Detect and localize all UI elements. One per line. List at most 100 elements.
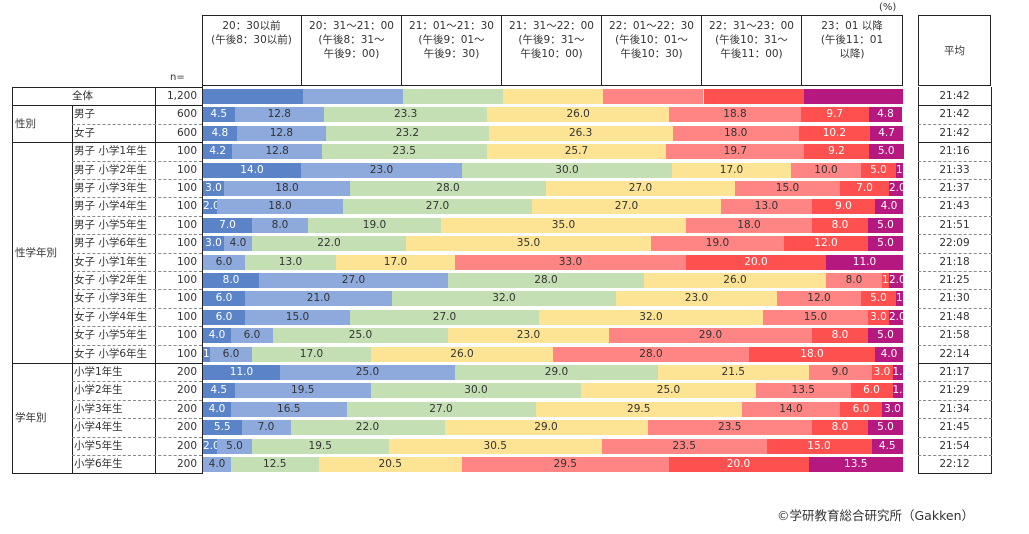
bar-segment: 28.0 [350, 181, 546, 196]
bar-segment [603, 89, 704, 104]
row-divider [72, 399, 202, 401]
bar-segment [203, 89, 304, 104]
row-label: 男子 小学3年生 [74, 182, 148, 194]
table-border [12, 87, 13, 475]
row-n: 200 [176, 439, 197, 452]
bar-segment: 26.3 [488, 125, 673, 141]
bar-segment [403, 89, 504, 104]
bar-segment: 20.5 [318, 457, 462, 472]
row-divider [72, 123, 202, 125]
bar-segment: 1.5 [892, 365, 910, 380]
bar-segment: 8.0 [203, 273, 259, 288]
bar-segment: 5.0 [861, 291, 896, 307]
bar-segment: 14.0 [742, 401, 840, 417]
bar-segment: 18.8 [669, 107, 801, 123]
bar-segment: 26.0 [487, 107, 670, 123]
row-divider [72, 418, 202, 420]
row-label: 小学1年生 [74, 366, 123, 378]
bar-segment: 5.0 [861, 162, 896, 178]
average-value: 21:37 [939, 182, 970, 194]
row-divider [72, 197, 202, 199]
group-label: 学年別 [15, 412, 47, 425]
group-label: 性別 [15, 117, 36, 130]
bar-segment: 15.0 [245, 309, 350, 325]
bar-segment: 35.0 [406, 236, 651, 252]
bar-segment [303, 89, 404, 104]
table-border [12, 363, 202, 364]
row-divider [72, 271, 202, 272]
average-value: 21:42 [939, 108, 970, 121]
row-label: 小学2年生 [74, 384, 123, 397]
bar-segment: 20.0 [668, 457, 809, 472]
bar-segment: 4.8 [203, 125, 237, 141]
bar-segment: 18.0 [224, 181, 350, 196]
row-label: 小学4年生 [74, 421, 123, 434]
average-value: 21:54 [939, 439, 970, 452]
row-divider [918, 252, 992, 254]
bar-segment: 6.0 [203, 309, 245, 325]
bar-segment: 17.0 [336, 254, 455, 270]
bar-segment: 5.0 [868, 236, 903, 252]
row-divider [918, 344, 992, 346]
bar-segment: 28.0 [553, 346, 749, 362]
bar-segment: 18.0 [749, 346, 875, 362]
row-n: 100 [176, 182, 197, 194]
average-value: 21:45 [939, 421, 970, 434]
table-border [12, 87, 202, 88]
bar-segment: 29.5 [462, 457, 669, 472]
bar-segment: 3.0 [871, 365, 893, 380]
row-n: 100 [176, 274, 197, 286]
bar-segment: 4.7 [870, 125, 903, 141]
unit-label: (%) [879, 2, 897, 13]
bar-segment: 1.0 [882, 273, 899, 288]
row-n: 600 [176, 126, 197, 139]
row-label: 男子 小学1年生 [74, 145, 148, 158]
row-divider [918, 381, 992, 383]
bar-segment: 9.0 [808, 365, 872, 380]
bar-segment: 2.0 [203, 438, 220, 454]
bar-segment: 5.0 [868, 420, 903, 436]
bar-segment: 9.7 [800, 107, 869, 123]
bar-segment: 23.3 [324, 107, 488, 123]
bar-segment: 15.0 [735, 181, 840, 196]
bar-segment: 29.5 [535, 401, 742, 417]
bar-segment: 8.0 [812, 328, 868, 344]
row-divider [72, 436, 202, 438]
table-border [991, 87, 992, 475]
row-label: 女子 小学2年生 [74, 274, 148, 286]
row-n: 200 [176, 366, 197, 378]
average-value: 21:48 [939, 310, 970, 323]
bar-segment: 9.0 [812, 199, 875, 215]
row-divider [72, 289, 202, 291]
row-n: 100 [176, 310, 197, 323]
bar-segment: 4.0 [224, 236, 252, 252]
bar-segment: 7.0 [203, 217, 252, 233]
legend-header-cell: 22：31～23：00 (午後10：31～ 午後11：00) [702, 15, 802, 86]
bar-segment: 27.0 [532, 199, 721, 215]
bar-segment: 23.0 [616, 291, 777, 307]
row-n: 100 [176, 347, 197, 360]
average-value: 21:30 [939, 292, 970, 305]
bar-segment: 25.7 [486, 144, 667, 160]
bar-segment: 3.0 [203, 236, 224, 252]
bar-segment: 13.0 [245, 254, 336, 270]
bar-segment: 12.0 [784, 236, 868, 252]
table-border [918, 142, 992, 144]
bar-segment: 29.0 [444, 420, 648, 436]
bar-segment: 2.0 [889, 309, 906, 325]
bar-segment: 12.5 [231, 457, 319, 472]
n-label: n= [170, 72, 185, 83]
bar-segment: 14.0 [203, 162, 301, 178]
row-divider [72, 215, 202, 217]
average-value: 21:25 [939, 274, 970, 286]
row-n: 100 [176, 292, 197, 305]
bar-segment: 32.0 [539, 309, 763, 325]
row-divider [918, 289, 992, 291]
bar-segment: 32.0 [392, 291, 616, 307]
row-label: 小学3年生 [74, 402, 123, 415]
bar-segment: 4.2 [203, 144, 233, 160]
bar-segment: 1.0 [896, 162, 913, 178]
row-divider [918, 399, 992, 401]
average-value: 21:16 [939, 145, 970, 158]
bar-segment: 6.0 [840, 401, 882, 417]
